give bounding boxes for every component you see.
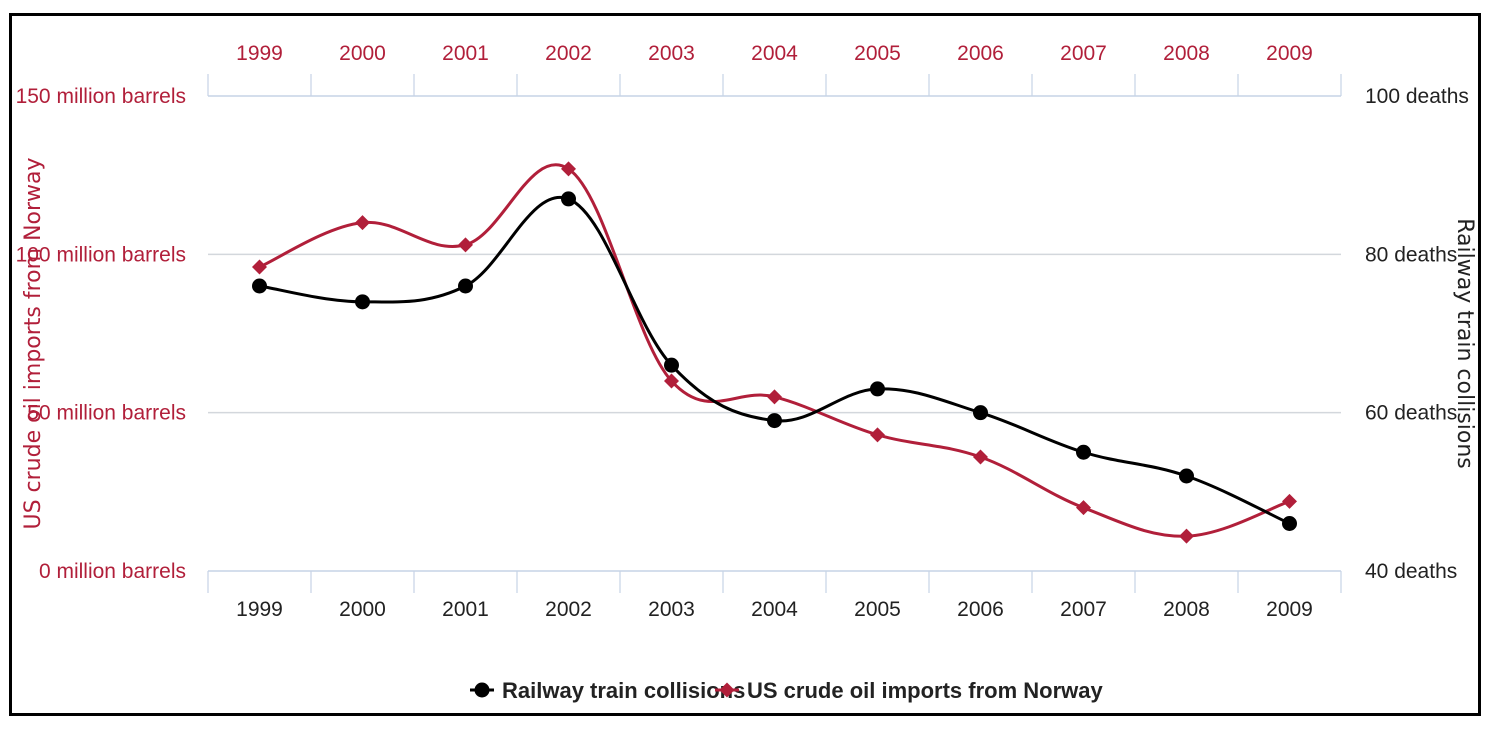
point-oil-imports (458, 237, 473, 253)
y-tick-label-left: 100 million barrels (16, 243, 186, 266)
y-tick-label-left: 150 million barrels (16, 85, 186, 108)
legend-label-collisions: Railway train collisions (502, 678, 745, 703)
series-group (252, 161, 1297, 544)
point-collisions (1076, 444, 1091, 460)
x-tick-label-top: 2004 (751, 42, 798, 65)
point-oil-imports (1179, 528, 1194, 544)
x-tick-label-top: 2006 (957, 42, 1004, 65)
point-collisions (355, 294, 370, 310)
x-tick-label-bottom: 2006 (957, 598, 1004, 621)
series-collisions (252, 191, 1297, 531)
y-tick-label-left: 50 million barrels (27, 402, 186, 425)
legend[interactable]: Railway train collisions US crude oil imp… (470, 678, 1103, 703)
point-oil-imports (973, 449, 988, 465)
series-line-oil-imports (258, 163, 1290, 538)
legend-label-oil-imports: US crude oil imports from Norway (747, 678, 1103, 703)
point-collisions (561, 191, 576, 207)
x-tick-label-bottom: 2001 (442, 598, 489, 621)
x-tick-label-top: 2001 (442, 42, 489, 65)
x-tick-label-top: 1999 (236, 42, 283, 65)
point-collisions (1179, 468, 1194, 484)
x-tick-label-top: 2008 (1163, 42, 1210, 65)
point-collisions (252, 278, 267, 294)
x-tick-label-bottom: 2003 (648, 598, 695, 621)
grid-lines (208, 253, 1341, 414)
tick-labels: 1999 1999 2000 2000 2001 2001 2002 2002 2003 2003… (16, 42, 1469, 621)
x-tick-label-top: 2000 (339, 42, 386, 65)
point-oil-imports (767, 389, 782, 405)
axes (207, 74, 1342, 593)
legend-marker-collisions (474, 682, 490, 698)
point-oil-imports (1282, 493, 1297, 509)
x-tick-label-bottom: 2007 (1060, 598, 1107, 621)
y-axis-title-right: Railway train collisions (1452, 218, 1477, 469)
point-oil-imports (1076, 500, 1091, 516)
series-oil-imports (252, 161, 1297, 544)
legend-marker-oil-imports (719, 682, 735, 698)
x-tick-label-bottom: 2008 (1163, 598, 1210, 621)
y-tick-label-right: 60 deaths (1365, 402, 1457, 425)
legend-item-collisions[interactable]: Railway train collisions (470, 678, 745, 703)
legend-item-oil-imports[interactable]: US crude oil imports from Norway (715, 678, 1103, 703)
point-oil-imports (870, 427, 885, 443)
x-tick-label-top: 2007 (1060, 42, 1107, 65)
y-axis-title-left: US crude oil imports from Norway (21, 157, 46, 529)
series-line-collisions (259, 195, 1291, 525)
point-collisions (1282, 516, 1297, 531)
x-tick-label-bottom: 2005 (854, 598, 901, 621)
point-collisions (664, 357, 679, 373)
point-oil-imports (664, 373, 679, 389)
x-tick-label-top: 2005 (854, 42, 901, 65)
chart-frame (9, 13, 1481, 716)
point-collisions (973, 405, 988, 421)
x-tick-label-bottom: 2000 (339, 598, 386, 621)
point-oil-imports (252, 259, 267, 275)
point-collisions (458, 278, 473, 294)
point-collisions (767, 413, 782, 429)
x-tick-label-top: 2009 (1266, 42, 1313, 65)
x-tick-label-top: 2002 (545, 42, 592, 65)
x-tick-label-bottom: 2009 (1266, 598, 1313, 621)
y-tick-label-right: 100 deaths (1365, 85, 1469, 108)
x-tick-label-bottom: 2002 (545, 598, 592, 621)
x-tick-label-top: 2003 (648, 42, 695, 65)
point-oil-imports (355, 215, 370, 231)
y-tick-label-right: 40 deaths (1365, 560, 1457, 583)
x-tick-label-bottom: 2004 (751, 598, 798, 621)
point-collisions (870, 381, 885, 397)
point-oil-imports (561, 161, 576, 177)
x-tick-label-bottom: 1999 (236, 598, 283, 621)
y-tick-label-left: 0 million barrels (39, 560, 186, 583)
y-tick-label-right: 80 deaths (1365, 243, 1457, 266)
